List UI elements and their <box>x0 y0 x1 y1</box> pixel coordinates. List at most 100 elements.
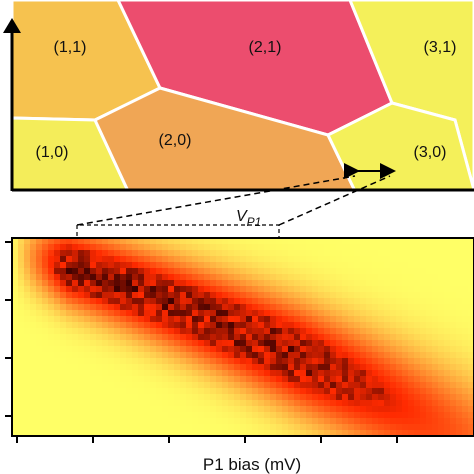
heatmap-cell <box>288 286 295 293</box>
heatmap-cell <box>396 238 403 245</box>
heatmap-cell <box>348 262 355 269</box>
heatmap-cell <box>366 382 373 389</box>
heatmap-cell <box>252 250 259 257</box>
heatmap-cell <box>60 346 67 353</box>
heatmap-cell <box>348 358 355 365</box>
heatmap-cell <box>234 334 241 341</box>
heatmap-cell <box>240 388 247 395</box>
heatmap-cell <box>180 304 187 311</box>
heatmap-cell <box>438 280 445 287</box>
heatmap-cell <box>102 292 109 299</box>
heatmap-cell <box>186 304 193 311</box>
heatmap-cell <box>204 352 211 359</box>
heatmap-cell <box>330 322 337 329</box>
heatmap-cell <box>264 364 271 371</box>
heatmap-cell <box>396 382 403 389</box>
heatmap-cell <box>150 280 157 287</box>
heatmap-cell <box>384 292 391 299</box>
heatmap-cell <box>366 364 373 371</box>
heatmap-cell <box>426 244 433 251</box>
heatmap-cell <box>330 334 337 341</box>
heatmap-cell <box>336 334 343 341</box>
heatmap-cell <box>264 244 271 251</box>
heatmap-cell <box>228 376 235 383</box>
heatmap-cell <box>264 406 271 413</box>
heatmap-cell <box>84 430 91 437</box>
heatmap-cell <box>90 388 97 395</box>
heatmap-cell <box>306 364 313 371</box>
heatmap-cell <box>258 244 265 251</box>
heatmap-cell <box>468 340 474 347</box>
region-label: (1,1) <box>54 39 87 56</box>
heatmap-cell <box>282 292 289 299</box>
heatmap-cell <box>174 244 181 251</box>
heatmap-cell <box>312 376 319 383</box>
heatmap-cell <box>360 412 367 419</box>
heatmap-cell <box>384 244 391 251</box>
heatmap-cell <box>150 328 157 335</box>
heatmap-cell <box>468 382 474 389</box>
heatmap-cell <box>210 328 217 335</box>
heatmap-cell <box>102 328 109 335</box>
heatmap-cell <box>72 334 79 341</box>
heatmap-cell <box>336 328 343 335</box>
heatmap-cell <box>150 346 157 353</box>
heatmap-cell <box>54 262 61 269</box>
heatmap-cell <box>108 268 115 275</box>
heatmap-cell <box>126 358 133 365</box>
heatmap-cell <box>336 340 343 347</box>
heatmap-cell <box>36 388 43 395</box>
heatmap-cell <box>342 358 349 365</box>
heatmap-cell <box>36 346 43 353</box>
heatmap-cell <box>240 322 247 329</box>
heatmap-cell <box>108 352 115 359</box>
heatmap-cell <box>198 340 205 347</box>
heatmap-cell <box>456 364 463 371</box>
heatmap-cell <box>72 370 79 377</box>
heatmap-cell <box>246 370 253 377</box>
heatmap-cell <box>18 412 25 419</box>
heatmap-cell <box>360 370 367 377</box>
heatmap-cell <box>180 430 187 437</box>
heatmap-cell <box>204 304 211 311</box>
heatmap-cell <box>366 244 373 251</box>
heatmap-cell <box>216 250 223 257</box>
heatmap-cell <box>36 256 43 263</box>
heatmap-cell <box>222 382 229 389</box>
heatmap-cell <box>84 376 91 383</box>
heatmap-cell <box>456 268 463 275</box>
heatmap-cell <box>348 376 355 383</box>
heatmap-cell <box>120 328 127 335</box>
heatmap-cell <box>24 292 31 299</box>
heatmap-cell <box>288 262 295 269</box>
heatmap-cell <box>306 250 313 257</box>
heatmap-cell <box>108 406 115 413</box>
heatmap-cell <box>348 430 355 437</box>
heatmap-cell <box>36 376 43 383</box>
heatmap-cell <box>372 322 379 329</box>
heatmap-cell <box>288 340 295 347</box>
heatmap-cell <box>156 292 163 299</box>
heatmap-cell <box>54 406 61 413</box>
heatmap-cell <box>60 262 67 269</box>
heatmap-cell <box>264 430 271 437</box>
heatmap-cell <box>252 298 259 305</box>
heatmap-cell <box>84 316 91 323</box>
heatmap-cell <box>360 262 367 269</box>
heatmap-cell <box>192 244 199 251</box>
heatmap-cell <box>258 328 265 335</box>
heatmap-cell <box>426 334 433 341</box>
heatmap-cell <box>144 346 151 353</box>
heatmap-cell <box>132 400 139 407</box>
heatmap-cell <box>450 274 457 281</box>
heatmap-cell <box>342 352 349 359</box>
heatmap-cell <box>336 424 343 431</box>
heatmap-cell <box>264 352 271 359</box>
heatmap-cell <box>408 370 415 377</box>
heatmap-cell <box>66 418 73 425</box>
heatmap-cell <box>240 250 247 257</box>
heatmap-cell <box>102 286 109 293</box>
heatmap-cell <box>426 346 433 353</box>
heatmap-cell <box>408 304 415 311</box>
heatmap-cell <box>78 262 85 269</box>
